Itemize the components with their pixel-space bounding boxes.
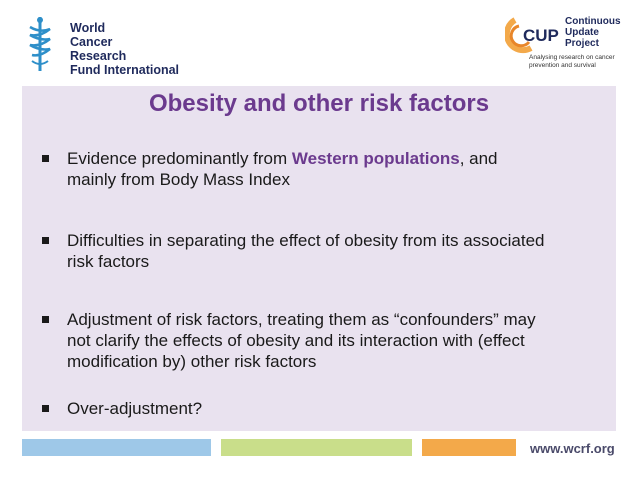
cup-tag-line: Analysing research on cancer — [529, 54, 615, 61]
wcrf-logo: World Cancer Research Fund International — [18, 15, 179, 77]
bullet-line: Evidence predominantly from Western popu… — [67, 148, 627, 169]
bullet-text: Adjustment of risk factors, treating the… — [67, 309, 627, 372]
org-line: World — [70, 21, 106, 35]
bullet-text: Evidence predominantly from Western popu… — [67, 148, 627, 190]
cup-tag-line: prevention and survival — [529, 62, 596, 69]
bullet-square-icon — [42, 237, 49, 244]
cup-line: Update — [565, 27, 599, 38]
cup-label: CUP — [523, 26, 559, 45]
bullet-line: Over-adjustment? — [67, 399, 203, 418]
bullet-line: risk factors — [67, 252, 150, 271]
bullet-square-icon — [42, 316, 49, 323]
highlight-text: Western populations — [291, 149, 460, 168]
org-line: Cancer — [70, 35, 113, 49]
cup-line: Continuous — [565, 16, 621, 27]
bullet-text: Difficulties in separating the effect of… — [67, 230, 627, 272]
slide-title: Obesity and other risk factors — [148, 90, 490, 117]
footer-url: www.wcrf.org — [530, 441, 615, 456]
cup-logo: CUP Continuous Update Project Analysing … — [505, 14, 630, 80]
slide-header: World Cancer Research Fund International… — [0, 0, 638, 86]
bullet-line: Difficulties in separating the effect of… — [67, 231, 545, 250]
bullet-square-icon — [42, 405, 49, 412]
bullet-line: modification by) other risk factors — [67, 352, 317, 371]
text-span: , and — [459, 149, 498, 168]
cup-title: Continuous Update Project — [565, 16, 621, 49]
org-line: Fund International — [70, 63, 180, 77]
footer-bar-green — [221, 439, 412, 456]
footer-bar-blue — [22, 439, 211, 456]
bullet-text: Over-adjustment? — [67, 398, 627, 419]
bullet-square-icon — [42, 155, 49, 162]
cup-mark-icon: CUP — [505, 17, 559, 54]
content-panel — [22, 86, 616, 431]
cup-line: Project — [565, 38, 599, 49]
caduceus-icon — [29, 17, 51, 71]
text-span: Evidence predominantly from — [67, 149, 292, 168]
bullet-line: not clarify the effects of obesity and i… — [67, 331, 525, 350]
bullet-line: Adjustment of risk factors, treating the… — [67, 310, 536, 329]
bullet-line: mainly from Body Mass Index — [67, 170, 290, 189]
footer-bar-orange — [422, 439, 516, 456]
org-line: Research — [70, 49, 127, 63]
wcrf-logo-text: World Cancer Research Fund International — [70, 21, 179, 77]
cup-tagline: Analysing research on cancer prevention … — [529, 54, 615, 70]
